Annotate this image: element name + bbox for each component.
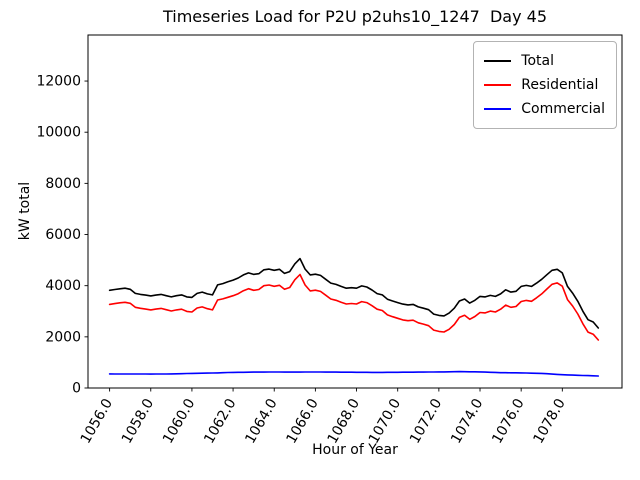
y-tick-label: 6000 bbox=[45, 227, 81, 243]
legend-label-commercial: Commercial bbox=[521, 101, 605, 117]
series-line-residential bbox=[108, 273, 600, 341]
y-tick-label: 10000 bbox=[36, 125, 81, 141]
series-line-commercial bbox=[108, 370, 600, 377]
legend-line-sample-commercial bbox=[484, 108, 512, 110]
x-tick-label: 1076.0 bbox=[489, 396, 527, 446]
y-tick-label: 4000 bbox=[45, 278, 81, 294]
y-tick-label: 12000 bbox=[36, 74, 81, 90]
x-tick-label: 1058.0 bbox=[119, 396, 157, 446]
x-tick-label: 1078.0 bbox=[530, 396, 568, 446]
x-tick-label: 1060.0 bbox=[160, 396, 198, 446]
legend-item-residential: Residential bbox=[484, 73, 605, 97]
series-line-total bbox=[108, 257, 600, 329]
x-tick-label: 1056.0 bbox=[78, 396, 116, 446]
x-axis-label: Hour of Year bbox=[312, 442, 398, 458]
legend-label-total: Total bbox=[521, 53, 554, 69]
plot-border bbox=[87, 34, 623, 389]
y-tick-label: 0 bbox=[72, 381, 81, 397]
x-tick-label: 1070.0 bbox=[366, 396, 404, 446]
x-tick-label: 1072.0 bbox=[407, 396, 445, 446]
x-tick-label: 1068.0 bbox=[325, 396, 363, 446]
y-tick-label: 2000 bbox=[45, 329, 81, 345]
legend-line-sample-total bbox=[484, 60, 512, 62]
x-tick-label: 1074.0 bbox=[448, 396, 486, 446]
legend-line-sample-residential bbox=[484, 84, 512, 86]
x-tick-label: 1062.0 bbox=[201, 396, 239, 446]
x-tick-label: 1064.0 bbox=[242, 396, 280, 446]
chart-title: Timeseries Load for P2U p2uhs10_1247 Day… bbox=[162, 7, 548, 26]
y-axis-label: kW total bbox=[17, 181, 33, 241]
legend-label-residential: Residential bbox=[521, 77, 599, 93]
x-tick-label: 1066.0 bbox=[283, 396, 321, 446]
legend-item-total: Total bbox=[484, 49, 605, 73]
y-tick-label: 8000 bbox=[45, 176, 81, 192]
legend: Total Residential Commercial bbox=[473, 41, 617, 129]
legend-item-commercial: Commercial bbox=[484, 97, 605, 121]
